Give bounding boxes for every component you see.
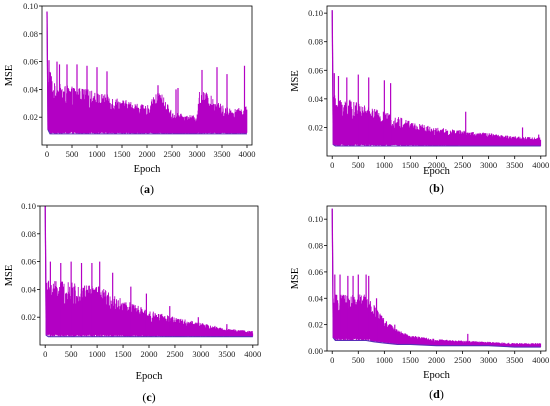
y-tick-label: 0.02 (23, 112, 38, 122)
x-tick-label: 4000 (532, 160, 549, 170)
panel-b: 0 500 1000 1500 2000 2500 3000 3500 4000 0.02 0.04… (290, 5, 549, 195)
panel-c: 0 500 1000 1500 2000 2500 3000 3500 4000 0.02 0.04… (4, 201, 261, 404)
x-tick-label: 3500 (506, 355, 523, 365)
x-tick-label: 0 (43, 349, 47, 359)
x-tick-label: 2500 (166, 349, 183, 359)
panel-label: (c) (142, 390, 155, 404)
initial-drop (331, 208, 334, 338)
panel-a: 0 500 1000 1500 2000 2500 3000 3500 4000 0.02 0.04… (4, 1, 256, 196)
x-tick-label: 4000 (532, 355, 549, 365)
initial-drop (331, 10, 334, 145)
mse-series (331, 10, 542, 147)
mse-series (331, 208, 542, 348)
x-axis-label: Epoch (423, 166, 451, 177)
x-tick-label: 3500 (218, 349, 235, 359)
x-tick-label: 2500 (454, 160, 471, 170)
x-tick-label: 0 (45, 149, 49, 159)
y-tick-label: 0.00 (308, 346, 323, 356)
x-tick-label: 2000 (428, 160, 445, 170)
lower-trace (44, 206, 253, 338)
y-tick-label: 0.02 (308, 320, 323, 330)
y-tick-label: 0.08 (23, 29, 38, 39)
x-tick-label: 3000 (189, 149, 206, 159)
y-tick-label: 0.06 (21, 257, 36, 267)
x-axis-label: Epoch (134, 164, 162, 175)
lower-trace (46, 11, 247, 135)
panel-label: (d) (429, 387, 444, 401)
y-tick-label: 0.06 (23, 57, 38, 67)
x-tick-label: 4000 (239, 149, 256, 159)
y-tick-label: 0.02 (21, 312, 36, 322)
mse-series (46, 11, 248, 135)
panel-label: (b) (429, 181, 444, 195)
y-tick-label: 0.06 (308, 65, 323, 75)
x-tick-label: 3000 (480, 355, 497, 365)
x-tick-label: 500 (352, 160, 365, 170)
y-tick-label: 0.08 (308, 37, 323, 47)
y-tick-label: 0.10 (21, 201, 36, 211)
y-tick-label: 0.02 (308, 122, 323, 132)
x-tick-label: 3000 (480, 160, 497, 170)
x-tick-label: 3500 (506, 160, 523, 170)
x-tick-label: 0 (330, 160, 334, 170)
y-tick-label: 0.08 (21, 229, 36, 239)
y-axis-label: MSE (290, 268, 301, 290)
lower-trace (331, 208, 541, 348)
x-tick-label: 3500 (214, 149, 231, 159)
x-tick-label: 2000 (428, 355, 445, 365)
y-tick-label: 0.10 (308, 8, 323, 18)
x-tick-label: 2500 (454, 355, 471, 365)
initial-drop (44, 206, 47, 336)
x-tick-label: 1000 (376, 160, 393, 170)
x-tick-label: 1000 (89, 149, 106, 159)
y-tick-label: 0.04 (308, 94, 324, 104)
y-tick-label: 0.10 (23, 1, 38, 11)
y-tick-label: 0.10 (308, 214, 323, 224)
x-tick-label: 2500 (164, 149, 181, 159)
x-axis-label: Epoch (423, 370, 451, 381)
y-axis-label: MSE (4, 265, 15, 287)
x-tick-label: 4000 (244, 349, 261, 359)
y-axis-label: MSE (290, 70, 301, 92)
panel-label: (a) (140, 182, 154, 196)
x-tick-label: 2000 (139, 149, 156, 159)
panel-d: 0 500 1000 1500 2000 2500 3000 3500 4000 0.00 0.02… (290, 205, 549, 401)
y-tick-label: 0.04 (308, 293, 324, 303)
x-tick-label: 1500 (114, 149, 131, 159)
x-tick-label: 3000 (192, 349, 209, 359)
y-tick-label: 0.06 (308, 267, 323, 277)
x-tick-label: 2000 (141, 349, 158, 359)
x-tick-label: 500 (352, 355, 365, 365)
mse-series (44, 206, 254, 338)
y-tick-label: 0.04 (21, 284, 37, 294)
x-tick-label: 1000 (89, 349, 106, 359)
y-tick-label: 0.04 (23, 84, 39, 94)
lower-trace (331, 10, 541, 147)
x-tick-label: 500 (65, 349, 78, 359)
x-tick-label: 1500 (115, 349, 132, 359)
x-tick-label: 500 (66, 149, 79, 159)
x-axis-label: Epoch (136, 371, 164, 382)
x-tick-label: 1500 (402, 355, 419, 365)
y-axis-label: MSE (4, 65, 15, 87)
x-tick-label: 1500 (402, 160, 419, 170)
x-tick-label: 0 (330, 355, 334, 365)
y-tick-label: 0.08 (308, 241, 323, 251)
initial-drop (46, 11, 49, 130)
x-tick-label: 1000 (376, 355, 393, 365)
